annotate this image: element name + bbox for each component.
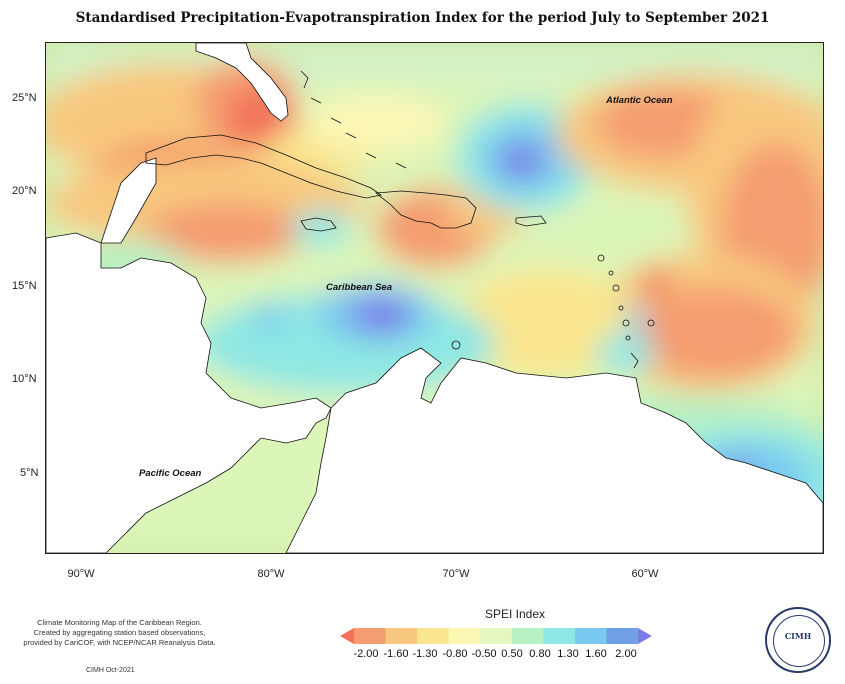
caribbean-sea-label: Caribbean Sea [326, 282, 392, 293]
legend-swatch [385, 628, 418, 644]
lon-tick-70w: 70°W [442, 568, 470, 580]
pacific-ocean-label: Pacific Ocean [139, 468, 202, 479]
lon-tick-90w: 90°W [67, 568, 95, 580]
legend-label: -1.30 [412, 648, 438, 660]
legend-colorbar [340, 628, 652, 644]
lon-tick-80w: 80°W [257, 568, 285, 580]
land-masses [46, 43, 823, 553]
spei-map-canvas [46, 43, 823, 553]
legend-swatch [543, 628, 576, 644]
legend-label: 1.30 [557, 648, 579, 660]
credits-line-2: Created by aggregating station based obs… [33, 628, 206, 637]
map-title: Standardised Precipitation-Evapotranspir… [75, 10, 770, 26]
legend-swatch [574, 628, 607, 644]
legend-swatch [417, 628, 450, 644]
legend-swatch-max [638, 628, 652, 644]
credits: Climate Monitoring Map of the Caribbean … [22, 618, 217, 648]
legend-title: SPEI Index [484, 607, 546, 621]
lat-tick-5n: 5°N [20, 467, 39, 479]
legend-swatch-min [340, 628, 354, 644]
legend-label: -0.80 [442, 648, 468, 660]
lat-tick-20n: 20°N [12, 185, 37, 197]
small-islands [300, 70, 655, 369]
legend-label: 0.50 [501, 648, 523, 660]
lat-tick-25n: 25°N [12, 92, 37, 104]
legend-label: 1.60 [585, 648, 607, 660]
cimh-logo: CIMH [765, 607, 831, 673]
atlantic-ocean-label: Atlantic Ocean [606, 95, 673, 106]
lat-tick-10n: 10°N [12, 373, 37, 385]
credits-line-3: provided by CariCOF, with NCEP/NCAR Rean… [23, 638, 216, 647]
credits-stamp: CIMH Oct-2021 [86, 667, 135, 674]
spei-map: Atlantic Ocean Caribbean Sea Pacific Oce… [45, 42, 824, 554]
legend-swatch [606, 628, 639, 644]
legend-label: -2.00 [353, 648, 379, 660]
legend-swatch [480, 628, 513, 644]
legend-label: -1.60 [383, 648, 409, 660]
legend-swatch [511, 628, 544, 644]
credits-line-1: Climate Monitoring Map of the Caribbean … [37, 618, 202, 627]
legend-label: 2.00 [615, 648, 637, 660]
lat-tick-15n: 15°N [12, 280, 37, 292]
lon-tick-60w: 60°W [631, 568, 659, 580]
legend-swatch [448, 628, 481, 644]
logo-text: CIMH [784, 631, 812, 641]
legend-swatch [354, 628, 387, 644]
legend-label: -0.50 [471, 648, 497, 660]
legend-label: 0.80 [529, 648, 551, 660]
